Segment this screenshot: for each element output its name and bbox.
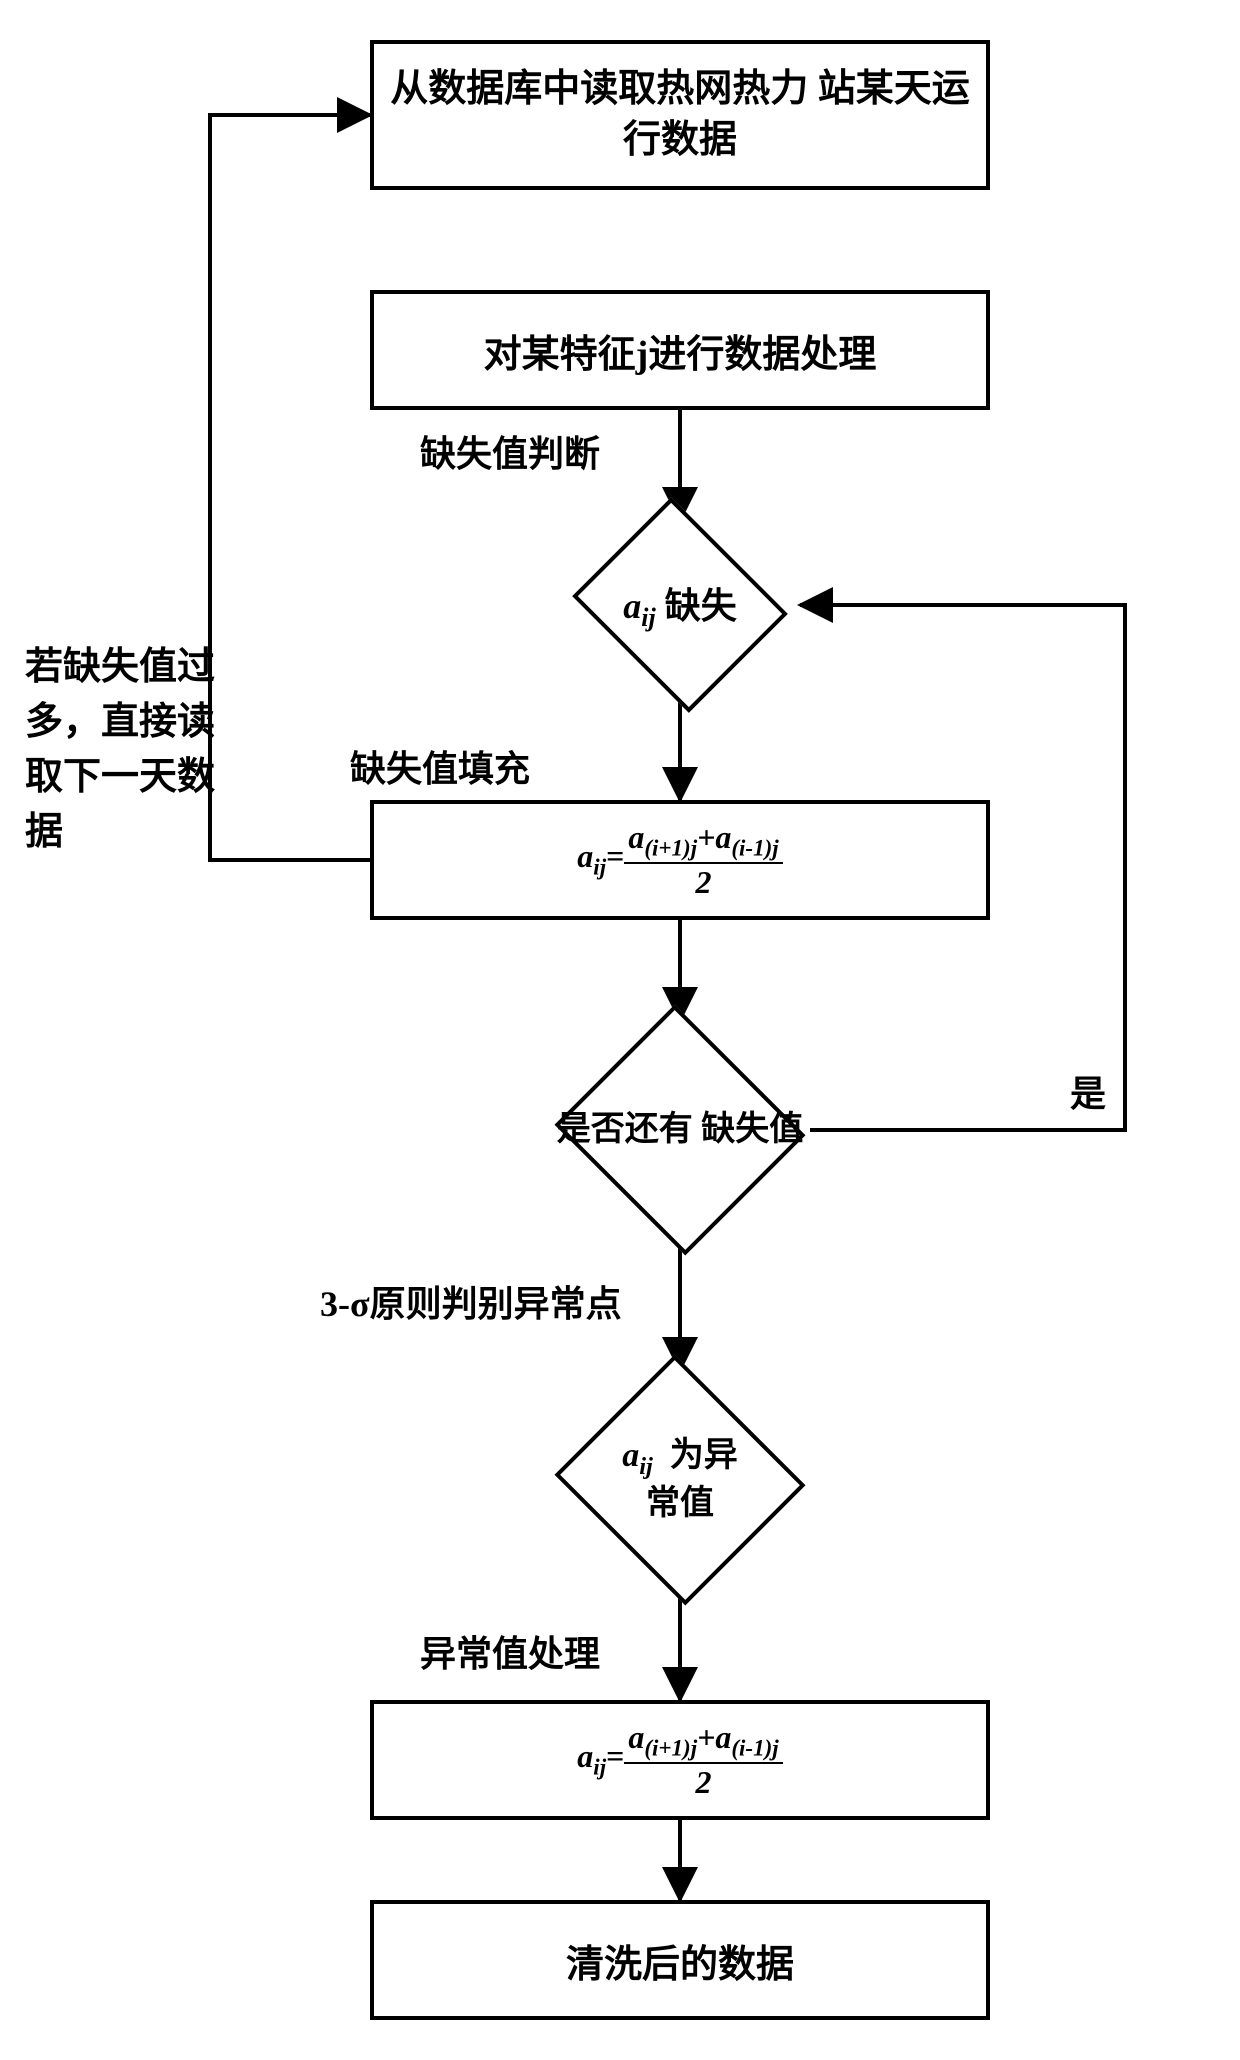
- edge-label-missing-judge: 缺失值判断: [420, 425, 600, 477]
- node-missing-check: aij 缺失: [560, 505, 800, 705]
- formula-1: aij=a(i+1)j+a(i-1)j2: [577, 819, 782, 900]
- node-outlier-check: aij 为异常值: [540, 1355, 820, 1605]
- node-feature-process-text: 对某特征j进行数据处理: [484, 323, 877, 378]
- node-fix-outlier: aij=a(i+1)j+a(i-1)j2: [370, 1700, 990, 1820]
- node-fill-missing: aij=a(i+1)j+a(i-1)j2: [370, 800, 990, 920]
- node-read-db: 从数据库中读取热网热力 站某天运行数据: [370, 40, 990, 190]
- edge-label-outlier-handle: 异常值处理: [420, 1625, 600, 1677]
- edge-label-fill-missing: 缺失值填充: [350, 740, 530, 792]
- node-cleaned-data-text: 清洗后的数据: [566, 1933, 794, 1988]
- side-label-too-many-missing: 若缺失值过 多，直接读 取下一天数 据: [25, 640, 215, 860]
- flowchart-canvas: 从数据库中读取热网热力 站某天运行数据 对某特征j进行数据处理 aij 缺失 a…: [0, 0, 1240, 2060]
- node-more-missing: 是否还有 缺失值: [540, 1005, 820, 1255]
- formula-2: aij=a(i+1)j+a(i-1)j2: [577, 1719, 782, 1800]
- edge-label-yes: 是: [1070, 1065, 1106, 1117]
- node-feature-process: 对某特征j进行数据处理: [370, 290, 990, 410]
- node-cleaned-data: 清洗后的数据: [370, 1900, 990, 2020]
- node-read-db-text: 从数据库中读取热网热力 站某天运行数据: [380, 64, 980, 167]
- edge-label-3sigma: 3-σ原则判别异常点: [320, 1275, 622, 1327]
